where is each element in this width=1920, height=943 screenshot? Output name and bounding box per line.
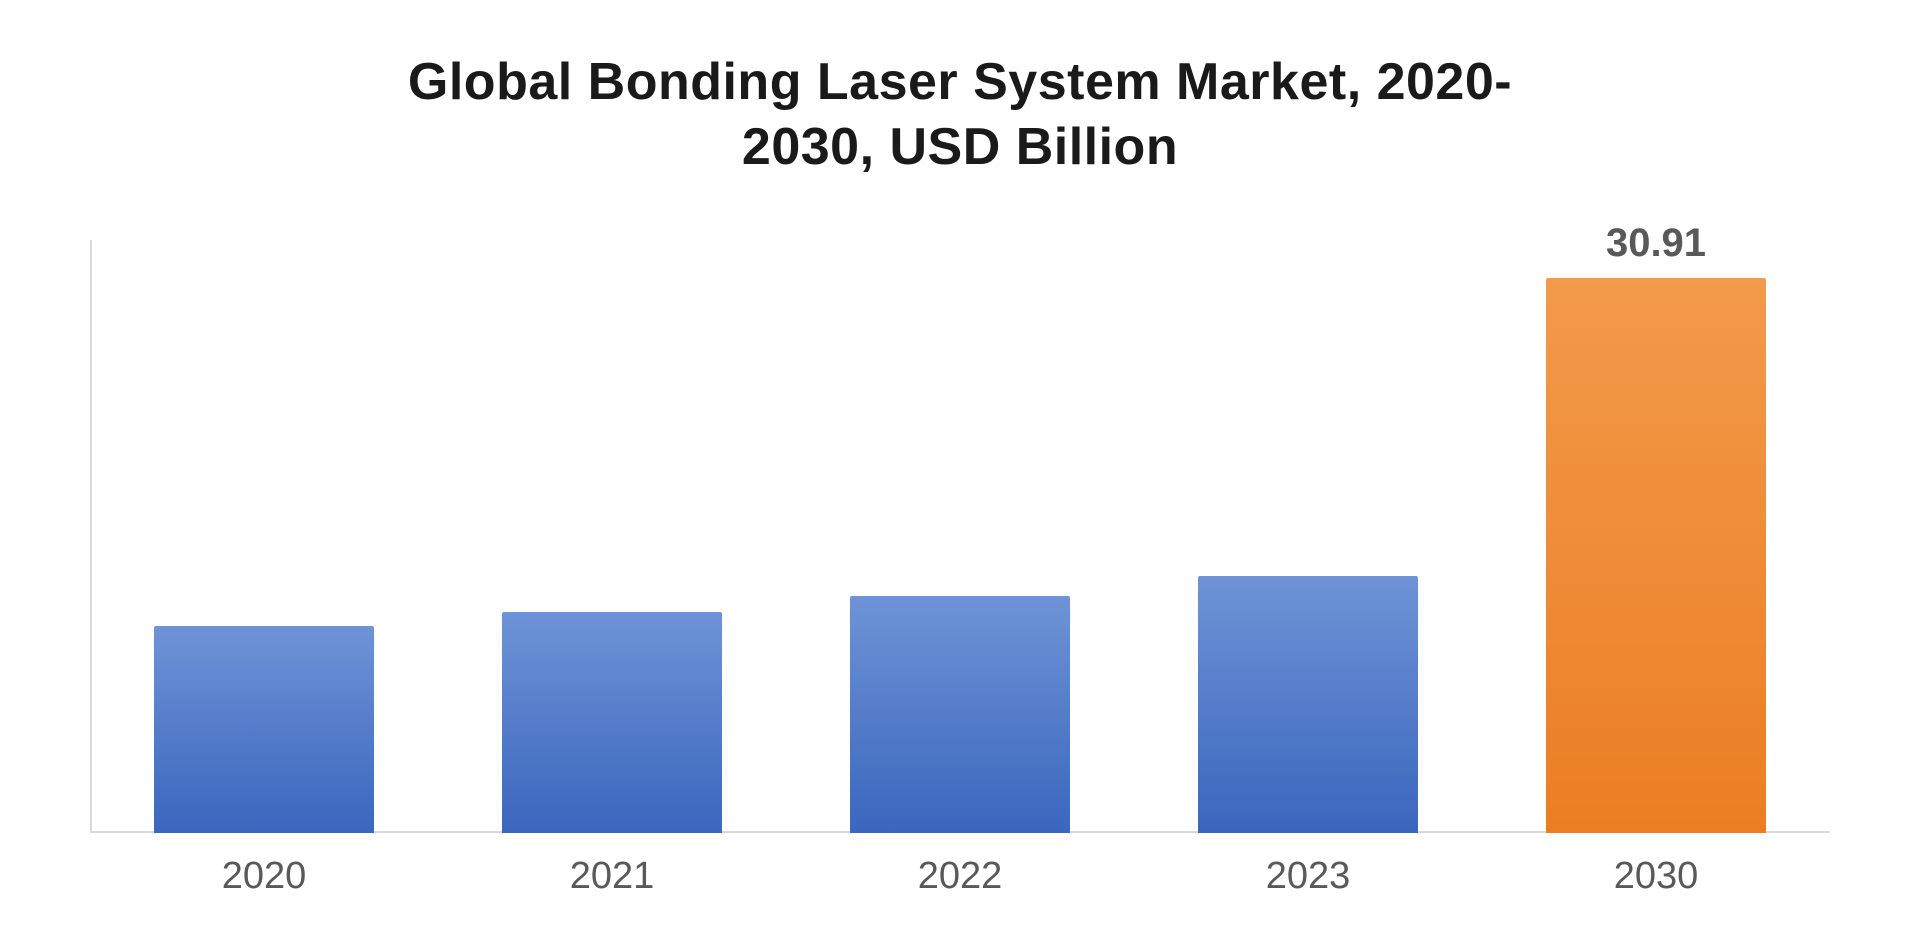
category-label: 2020 (222, 855, 307, 898)
bars-container: 202020212022202330.912030 (90, 240, 1830, 833)
category-label: 2030 (1614, 855, 1699, 898)
bar-value-label: 30.91 (1606, 221, 1706, 266)
plot-area: 202020212022202330.912030 (90, 240, 1830, 833)
chart-title: Global Bonding Laser System Market, 2020… (0, 50, 1920, 180)
chart-title-line-1: Global Bonding Laser System Market, 2020… (408, 53, 1512, 111)
bar-slot: 30.912030 (1482, 240, 1830, 833)
bar-slot: 2023 (1134, 240, 1482, 833)
bar (502, 612, 722, 833)
category-label: 2023 (1266, 855, 1351, 898)
bar-chart: Global Bonding Laser System Market, 2020… (0, 0, 1920, 943)
bar: 30.91 (1546, 278, 1766, 833)
bar-slot: 2020 (90, 240, 438, 833)
bar (850, 596, 1070, 833)
bar (1198, 576, 1418, 833)
category-label: 2022 (918, 855, 1003, 898)
bar-slot: 2022 (786, 240, 1134, 833)
bar-slot: 2021 (438, 240, 786, 833)
bar (154, 626, 374, 833)
chart-title-line-2: 2030, USD Billion (742, 118, 1178, 176)
category-label: 2021 (570, 855, 655, 898)
